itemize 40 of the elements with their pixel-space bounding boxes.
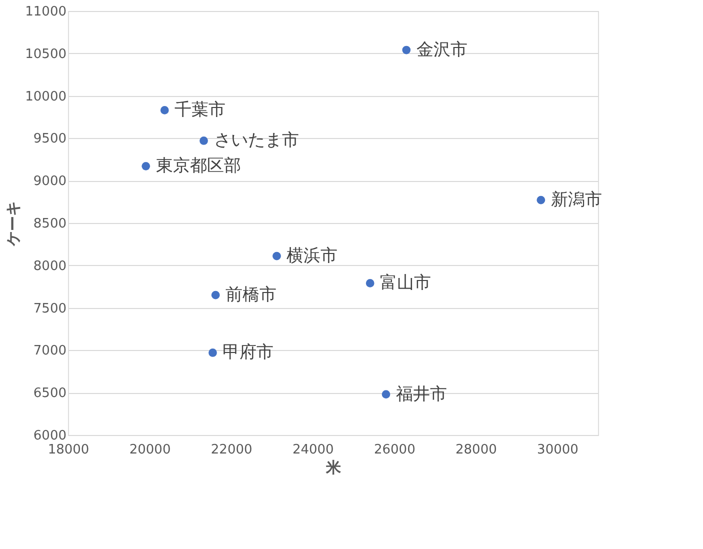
annotation: 前橋市 [226, 285, 277, 306]
y-tick-label: 6000 [33, 428, 66, 444]
y-axis-title: ケーキ [4, 201, 22, 247]
y-tick-label: 8000 [33, 258, 66, 274]
y-tick-label: 10000 [25, 89, 66, 104]
annotation: 横浜市 [286, 246, 338, 266]
point [536, 196, 546, 204]
annotation: 新潟市 [550, 190, 602, 210]
annotation: 金沢市 [416, 40, 468, 60]
y-tick-label: 9500 [33, 132, 66, 147]
y-tick-label: 7000 [33, 344, 66, 359]
y-tick-label: 7500 [33, 301, 66, 316]
annotation: 福井市 [396, 384, 447, 404]
x-tick-label: 24000 [292, 442, 334, 458]
x-tick-label: 30000 [537, 442, 578, 458]
x-tick-label: 22000 [210, 442, 252, 458]
point [382, 390, 390, 398]
x-tick-label: 18000 [48, 442, 90, 458]
x-tick-label: 20000 [129, 442, 171, 458]
x-axis-title: 米 [325, 458, 342, 476]
point [142, 162, 150, 170]
point [402, 46, 411, 54]
point [200, 136, 208, 145]
point [208, 348, 217, 357]
annotation: さいたま市 [214, 130, 299, 151]
x-tick-label: 26000 [374, 442, 416, 458]
y-tick-label: 6500 [33, 386, 66, 402]
x-tick-label: 28000 [456, 442, 497, 458]
point [211, 290, 220, 300]
annotation: 甲府市 [222, 342, 274, 363]
annotation: 東京都区部 [156, 156, 241, 176]
point [272, 252, 281, 260]
point [160, 106, 169, 114]
annotation: 千葉市 [174, 100, 226, 120]
y-tick-label: 9000 [33, 174, 66, 190]
annotation: 富山市 [380, 273, 432, 294]
point [366, 279, 374, 288]
y-tick-label: 10500 [25, 46, 66, 62]
y-tick-label: 8500 [33, 216, 66, 232]
y-tick-label: 11000 [25, 4, 66, 20]
